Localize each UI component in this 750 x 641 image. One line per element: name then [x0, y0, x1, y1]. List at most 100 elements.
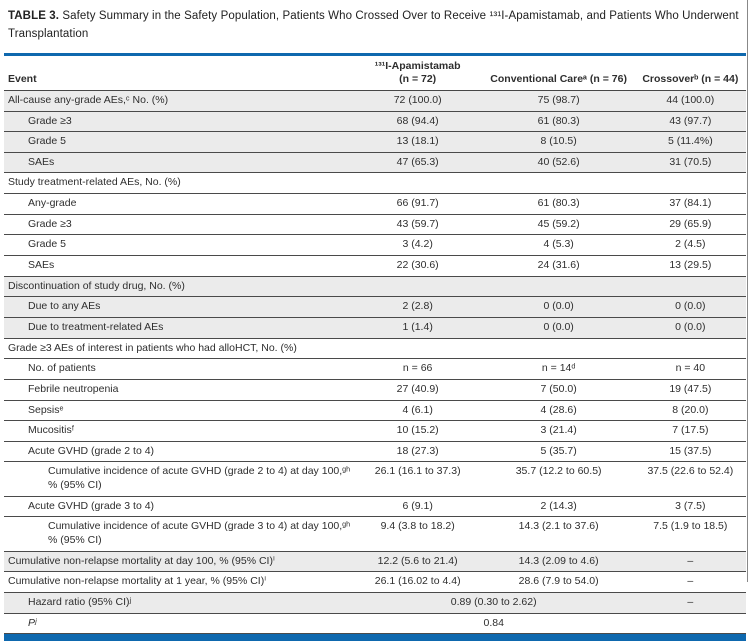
cell-value: 47 (65.3): [352, 152, 483, 174]
cell-value: 2 (14.3): [482, 496, 635, 518]
cell-value: [482, 338, 635, 360]
table-body: All-cause any-grade AEs,ᶜ No. (%) 72 (100…: [4, 90, 746, 635]
cell-value: 5 (35.7): [482, 441, 635, 463]
table-row: Sepsisᵉ 4 (6.1) 4 (28.6) 8 (20.0): [4, 400, 746, 422]
table-row: Grade ≥3 43 (59.7) 45 (59.2) 29 (65.9): [4, 214, 746, 236]
row-label: Acute GVHD (grade 2 to 4): [4, 441, 353, 463]
cell-value: 12.2 (5.6 to 21.4): [352, 551, 483, 573]
cell-value: 18 (27.3): [352, 441, 483, 463]
cell-value: [482, 172, 635, 195]
table-row: Acute GVHD (grade 2 to 4) 18 (27.3) 5 (35.…: [4, 441, 746, 463]
cell-value: 31 (70.5): [634, 152, 746, 174]
row-label: Sepsisᵉ: [4, 400, 353, 422]
row-label: Cumulative non-relapse mortality at 1 ye…: [4, 571, 353, 593]
cell-value: 19 (47.5): [634, 379, 746, 401]
table-row: Cumulative incidence of acute GVHD (grad…: [4, 461, 746, 497]
cell-value: 7.5 (1.9 to 18.5): [634, 516, 746, 552]
cell-value: 13 (18.1): [352, 131, 483, 153]
cell-value: 8 (20.0): [634, 400, 746, 422]
cell-value: 28.6 (7.9 to 54.0): [482, 571, 635, 593]
cell-value: 0 (0.0): [634, 317, 746, 339]
cell-value: 29 (65.9): [634, 214, 746, 236]
cell-value: 66 (91.7): [352, 193, 483, 215]
table-row: Febrile neutropenia 27 (40.9) 7 (50.0) 19 (…: [4, 379, 746, 401]
cell-value: 14.3 (2.09 to 4.6): [482, 551, 635, 573]
table-number: TABLE 3.: [8, 10, 60, 22]
cell-value: [634, 276, 746, 298]
table-caption: Safety Summary in the Safety Population,…: [8, 10, 739, 40]
cell-value: 6 (9.1): [352, 496, 483, 518]
table-row: All-cause any-grade AEs,ᶜ No. (%) 72 (100…: [4, 90, 746, 112]
cell-value: 37.5 (22.6 to 52.4): [634, 461, 746, 497]
row-label: Hazard ratio (95% CI)ʲ: [4, 592, 353, 614]
top-rule: [4, 52, 746, 56]
cell-value: 2 (4.5): [634, 234, 746, 257]
cell-value: 3 (21.4): [482, 420, 635, 442]
bottom-rule: [4, 634, 746, 641]
row-label: No. of patients: [4, 358, 353, 380]
row-label: Grade 5: [4, 234, 353, 257]
cell-value: 10 (15.2): [352, 420, 483, 442]
row-label: Cumulative non-relapse mortality at day …: [4, 551, 353, 573]
cell-value: 45 (59.2): [482, 214, 635, 236]
cell-value: 15 (37.5): [634, 441, 746, 463]
table-row: Study treatment-related AEs, No. (%): [4, 172, 746, 195]
row-label: Any-grade: [4, 193, 353, 215]
cell-value: 44 (100.0): [634, 90, 746, 112]
table-header: Event ¹³¹I-Apamistamab (n = 72) Conventi…: [4, 55, 746, 91]
cell-value: 72 (100.0): [352, 90, 483, 112]
row-label: Study treatment-related AEs, No. (%): [4, 172, 353, 195]
row-label: Grade 5: [4, 131, 353, 153]
cell-value: 8 (10.5): [482, 131, 635, 153]
header-event: Event: [4, 55, 353, 91]
cell-value-spanning: 0.84: [352, 613, 635, 635]
row-label: Cumulative incidence of acute GVHD (grad…: [4, 461, 353, 497]
cell-value-spanning: 0.89 (0.30 to 2.62): [352, 592, 635, 614]
cell-value: 3 (4.2): [352, 234, 483, 257]
cell-value: 35.7 (12.2 to 60.5): [482, 461, 635, 497]
cell-value: 37 (84.1): [634, 193, 746, 215]
safety-summary-table: Event ¹³¹I-Apamistamab (n = 72) Conventi…: [4, 55, 746, 635]
cell-value: 40 (52.6): [482, 152, 635, 174]
row-label: Due to treatment-related AEs: [4, 317, 353, 339]
table-row: Any-grade 66 (91.7) 61 (80.3) 37 (84.1): [4, 193, 746, 215]
cell-value: 5 (11.4%): [634, 131, 746, 153]
cell-value: 26.1 (16.1 to 37.3): [352, 461, 483, 497]
cell-value: 4 (6.1): [352, 400, 483, 422]
table-row: Grade ≥3 68 (94.4) 61 (80.3) 43 (97.7): [4, 111, 746, 133]
cell-value: 14.3 (2.1 to 37.6): [482, 516, 635, 552]
table-row: SAEs 47 (65.3) 40 (52.6) 31 (70.5): [4, 152, 746, 174]
row-label: Due to any AEs: [4, 296, 353, 318]
header-apamistamab-line2: (n = 72): [399, 73, 437, 86]
table-row: Due to treatment-related AEs 1 (1.4) 0 (0.…: [4, 317, 746, 339]
row-label: Grade ≥3: [4, 111, 353, 133]
table-row: Due to any AEs 2 (2.8) 0 (0.0) 0 (0.0): [4, 296, 746, 318]
cell-value: –: [634, 592, 746, 614]
cell-value: 3 (7.5): [634, 496, 746, 518]
row-label: Mucositisᶠ: [4, 420, 353, 442]
cell-value: 43 (97.7): [634, 111, 746, 133]
cell-value: 24 (31.6): [482, 255, 635, 277]
cell-value: 1 (1.4): [352, 317, 483, 339]
cell-value: n = 14ᵈ: [482, 358, 635, 380]
row-label: Discontinuation of study drug, No. (%): [4, 276, 353, 298]
cell-value: 0 (0.0): [482, 296, 635, 318]
cell-value: 75 (98.7): [482, 90, 635, 112]
cell-value: 26.1 (16.02 to 4.4): [352, 571, 483, 593]
cell-value: 0 (0.0): [634, 296, 746, 318]
cell-value: [634, 338, 746, 360]
header-row: Event ¹³¹I-Apamistamab (n = 72) Conventi…: [4, 55, 746, 91]
table-title: TABLE 3. Safety Summary in the Safety Po…: [0, 0, 750, 48]
cell-value: [352, 338, 483, 360]
table-row: Mucositisᶠ 10 (15.2) 3 (21.4) 7 (17.5): [4, 420, 746, 442]
header-conventional-care: Conventional Careᵃ (n = 76): [482, 55, 635, 91]
row-label: Grade ≥3: [4, 214, 353, 236]
table-row: Hazard ratio (95% CI)ʲ 0.89 (0.30 to 2.62…: [4, 592, 746, 614]
row-label: Febrile neutropenia: [4, 379, 353, 401]
row-label: All-cause any-grade AEs,ᶜ No. (%): [4, 90, 353, 112]
cell-value: [634, 613, 746, 635]
cell-value: 7 (17.5): [634, 420, 746, 442]
cell-value: 22 (30.6): [352, 255, 483, 277]
